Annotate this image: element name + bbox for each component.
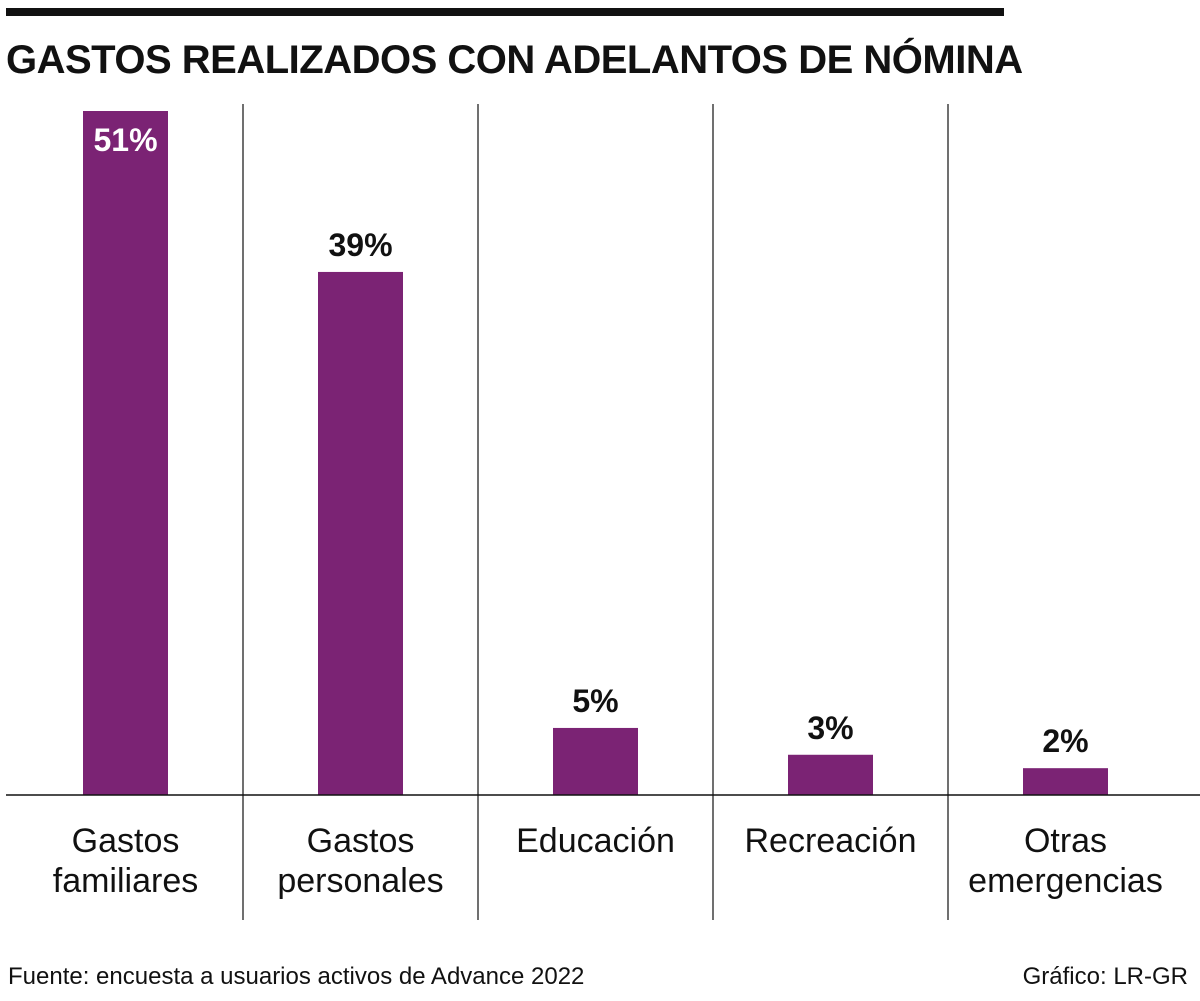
- value-label: 5%: [572, 683, 618, 719]
- value-label: 3%: [807, 710, 853, 746]
- category-label-line: familiares: [53, 862, 198, 900]
- category-label-line: Educación: [516, 822, 675, 860]
- category-label-line: Gastos: [72, 822, 180, 860]
- category-label-line: emergencias: [968, 862, 1163, 900]
- value-labels: 51% 39% 5% 3% 2%: [93, 122, 1088, 759]
- value-label: 39%: [328, 227, 392, 263]
- category-label: Gastos familiares: [53, 822, 198, 900]
- chart-title: GASTOS REALIZADOS CON ADELANTOS DE NÓMIN…: [6, 38, 1023, 82]
- category-label: Gastos personales: [277, 822, 443, 900]
- bars: [83, 111, 1108, 795]
- category-label-line: Recreación: [745, 822, 917, 860]
- source-note: Fuente: encuesta a usuarios activos de A…: [8, 963, 585, 990]
- category-label: Educación: [516, 822, 675, 860]
- bar: [83, 111, 168, 795]
- bar: [788, 754, 873, 795]
- bar: [553, 727, 638, 795]
- category-label: Otras emergencias: [968, 822, 1163, 900]
- bar: [1023, 768, 1108, 795]
- credit-note: Gráfico: LR-GR: [1022, 963, 1188, 990]
- column-dividers: [242, 104, 949, 920]
- value-label: 51%: [93, 122, 157, 158]
- category-label-line: Gastos: [307, 822, 415, 860]
- category-label-line: personales: [277, 862, 443, 900]
- top-rule: [6, 8, 1004, 16]
- bar: [318, 271, 403, 795]
- value-label: 2%: [1042, 723, 1088, 759]
- category-label: Recreación: [745, 822, 917, 860]
- category-label-line: Otras: [1024, 822, 1107, 860]
